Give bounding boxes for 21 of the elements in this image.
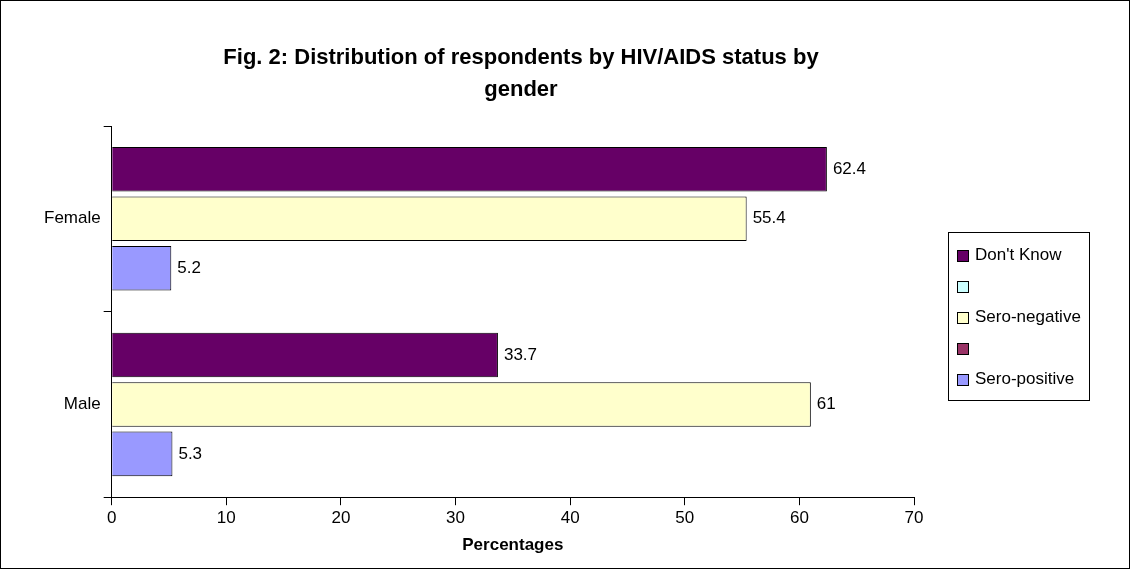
- data-label: 33.7: [503, 344, 538, 364]
- y-tick-label: Male: [63, 394, 101, 414]
- x-tick-label: 20: [331, 508, 351, 528]
- x-axis-title: Percentages: [462, 535, 564, 555]
- data-label: 5.2: [177, 257, 201, 277]
- chart-title: Fig. 2: Distribution of respondents by HIV/AIDS status by gender: [222, 43, 820, 103]
- data-label: 5.3: [178, 443, 203, 463]
- data-label: 62.4: [832, 158, 866, 178]
- x-tick-label: 0: [106, 508, 117, 528]
- data-label: 61: [816, 394, 836, 414]
- legend-label: Sero-negative: [975, 307, 1081, 326]
- legend-label: Sero-positive: [975, 369, 1075, 388]
- x-tick-label: 70: [904, 508, 924, 528]
- x-tick-label: 50: [675, 508, 695, 528]
- data-label: 55.4: [752, 208, 786, 228]
- legend-label: Don't Know: [975, 245, 1062, 264]
- x-tick-label: 30: [446, 508, 465, 528]
- x-tick-label: 40: [560, 508, 580, 528]
- x-tick-label: 10: [216, 508, 236, 528]
- y-tick-label: Female: [44, 208, 101, 228]
- x-tick-label: 60: [789, 508, 809, 528]
